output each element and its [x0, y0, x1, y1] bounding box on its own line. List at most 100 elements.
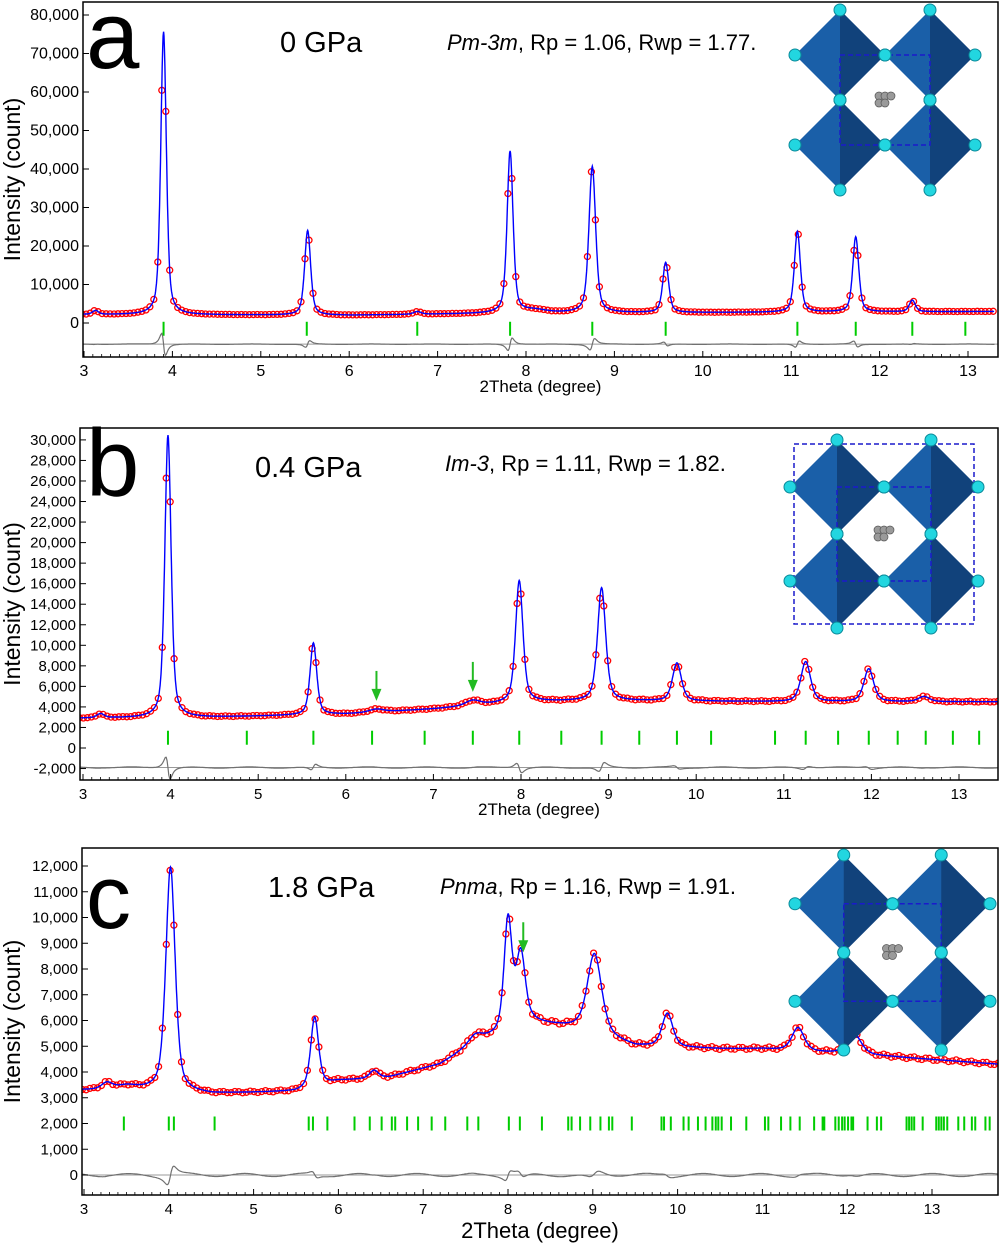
panel-letter: c — [86, 848, 131, 948]
anion-atom — [968, 138, 982, 152]
observed-point — [860, 677, 868, 686]
y-tick-label: 80,000 — [30, 7, 79, 24]
anion-atom — [924, 621, 938, 635]
anion-atom — [830, 527, 844, 541]
y-tick-label: 0 — [68, 740, 76, 757]
anion-atom — [783, 574, 797, 588]
observed-point — [685, 1043, 693, 1051]
pressure-label: 0 GPa — [280, 27, 363, 59]
y-tick-label: 4,000 — [38, 699, 76, 716]
observed-point — [682, 690, 691, 698]
y-tick-label: 28,000 — [30, 452, 76, 469]
panel-a: 3 4 5 6 7 8 9 10 11 12 13 0 10,000 20,000 30,000 40,000… — [0, 0, 999, 396]
anion-atom — [783, 480, 797, 494]
observed-point — [462, 698, 470, 706]
observed-point — [182, 307, 190, 316]
anion-atom — [830, 621, 844, 635]
y-tick-label: -2,000 — [33, 761, 76, 778]
x-tick-label: 4 — [168, 363, 177, 380]
x-tick-label: 5 — [249, 1201, 257, 1218]
anion-atom — [833, 183, 847, 197]
observed-point — [608, 682, 616, 691]
observed-point — [887, 1053, 895, 1061]
x-tick-label: 10 — [669, 1201, 686, 1218]
y-tick-label: 70,000 — [30, 46, 79, 63]
x-tick-label: 3 — [80, 363, 89, 380]
difference-curve — [83, 332, 995, 357]
plot-area — [83, 31, 998, 357]
observed-point — [528, 1010, 537, 1018]
x-axis-label: 2Theta (degree) — [480, 377, 602, 396]
x-tick-label: 11 — [776, 786, 792, 803]
observed-point — [483, 1030, 491, 1038]
y-tick-label: 30,000 — [30, 432, 76, 449]
anion-atom — [971, 574, 985, 588]
observed-point — [715, 1045, 724, 1054]
observed-point — [742, 1045, 750, 1053]
anion-atom — [837, 946, 851, 959]
observed-point — [757, 1045, 766, 1053]
anion-atom — [837, 848, 851, 862]
observed-point — [651, 306, 659, 314]
observed-point — [185, 1079, 193, 1088]
x-tick-label: 13 — [951, 786, 968, 803]
anion-atom — [971, 480, 985, 494]
y-tick-label: 50,000 — [30, 123, 79, 140]
y-tick-label: 18,000 — [30, 555, 76, 572]
observed-point — [693, 1042, 701, 1050]
anion-atom — [924, 433, 938, 447]
observed-point — [529, 692, 537, 700]
x-tick-label: 4 — [166, 786, 174, 803]
x-tick-label: 9 — [604, 786, 612, 803]
x-axis-label: 2Theta (degree) — [478, 800, 600, 819]
observed-point — [780, 1041, 789, 1049]
pressure-label: 0.4 GPa — [255, 452, 362, 484]
observed-point — [150, 295, 158, 304]
observed-point — [138, 307, 146, 316]
observed-point — [700, 1045, 708, 1053]
fit-values: , Rp = 1.06, Rwp = 1.77. — [518, 30, 756, 55]
plot-area — [80, 434, 998, 780]
observed-point — [902, 306, 910, 314]
y-tick-label: 20,000 — [30, 535, 76, 552]
panel-b: 3 4 5 6 7 8 9 10 11 12 13 -2,000 0 2,000 4,000 6,000 8,0… — [0, 410, 999, 819]
y-tick-label: 60,000 — [30, 84, 79, 101]
anion-atom — [877, 480, 891, 494]
refinement-stats: Pnma, Rp = 1.16, Rwp = 1.91. — [440, 874, 736, 899]
observed-point — [793, 688, 801, 696]
x-tick-label: 4 — [165, 1201, 173, 1218]
observed-point — [860, 1044, 869, 1052]
molecule-atom — [894, 944, 903, 953]
observed-point — [437, 1058, 445, 1067]
y-tick-label: 16,000 — [30, 576, 76, 593]
anion-atom — [983, 897, 997, 911]
anion-atom — [934, 946, 948, 959]
y-tick-label: 2,000 — [40, 1116, 78, 1133]
observed-point — [663, 691, 671, 700]
y-axis-label: Intensity (count) — [0, 940, 25, 1104]
y-axis-label: Intensity (count) — [0, 98, 25, 262]
observed-point — [785, 695, 793, 703]
observed-point — [944, 1057, 953, 1066]
observed-point — [146, 303, 154, 311]
molecule-atom — [885, 525, 895, 535]
anion-atom — [878, 48, 892, 62]
anion-atom — [788, 994, 802, 1008]
observed-point — [181, 1074, 189, 1083]
observed-point — [238, 1089, 247, 1097]
observed-point — [686, 694, 695, 702]
molecule-atom — [888, 951, 897, 960]
y-tick-label: 4,000 — [40, 1064, 78, 1081]
observed-point — [146, 707, 155, 715]
x-tick-label: 11 — [755, 1201, 771, 1218]
observed-point — [782, 304, 790, 312]
y-tick-label: 6,000 — [38, 678, 76, 695]
observed-point — [609, 1025, 617, 1033]
anion-atom — [833, 3, 847, 17]
observed-point — [300, 704, 308, 713]
plot-frame — [82, 1, 999, 358]
x-tick-label: 8 — [522, 363, 531, 380]
x-tick-label: 11 — [783, 363, 800, 380]
observed-point — [501, 693, 509, 701]
observed-point — [178, 306, 186, 314]
